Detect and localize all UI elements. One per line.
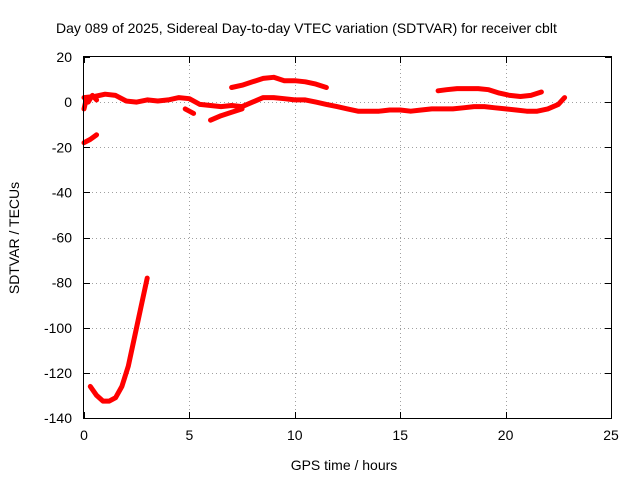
series-line-seg-dip-6h: [208, 106, 245, 123]
y-tick-label: -60: [52, 230, 72, 246]
x-tick-label: 0: [80, 427, 88, 443]
y-tick-label: 20: [56, 49, 72, 65]
series-line-seg-upper-18h: [435, 86, 544, 99]
x-tick-labels: 0 5 10 15 20 25: [80, 427, 619, 443]
series-line-seg-upper-9h: [229, 74, 329, 90]
chart-title: Day 089 of 2025, Sidereal Day-to-day VTE…: [56, 20, 557, 36]
y-tick-label: -100: [44, 320, 72, 336]
x-tick-label: 10: [287, 427, 303, 443]
y-axis-title: SDTVAR / TECUs: [6, 182, 22, 294]
y-tick-label: -40: [52, 184, 72, 200]
x-tick-label: 25: [603, 427, 619, 443]
series-line-seg-main-low: [81, 91, 568, 114]
y-tick-label: 0: [64, 94, 72, 110]
series-line-seg-early-negative: [81, 132, 100, 146]
series-line-seg-dip: [87, 275, 150, 404]
y-tick-label: -20: [52, 139, 72, 155]
grid: [84, 57, 611, 418]
x-tick-label: 5: [186, 427, 194, 443]
series-group: [81, 74, 568, 404]
y-tick-label: -80: [52, 275, 72, 291]
x-axis-title: GPS time / hours: [291, 457, 398, 473]
series-line-seg-dip-5h: [182, 106, 197, 116]
series-line-seg-noise-start: [81, 92, 100, 112]
x-tick-label: 20: [498, 427, 514, 443]
y-tick-label: -140: [44, 410, 72, 426]
plot-frame: [83, 56, 612, 419]
y-tick-labels: 20 0 -20 -40 -60 -80 -100 -120 -140: [44, 49, 72, 426]
axis-ticks: [84, 57, 612, 419]
y-tick-label: -120: [44, 365, 72, 381]
x-tick-label: 15: [392, 427, 408, 443]
